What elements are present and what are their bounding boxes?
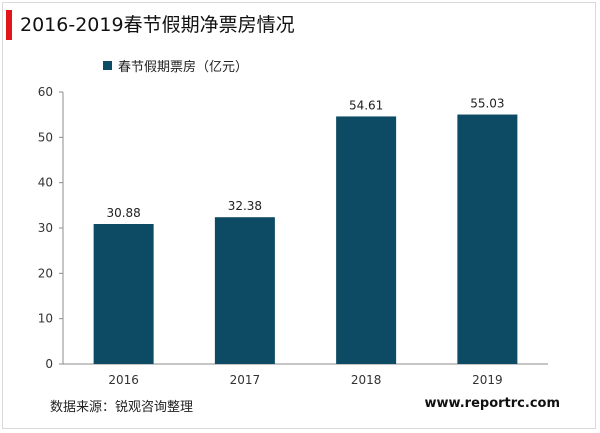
y-tick-label: 20 [38, 266, 53, 280]
legend-swatch [103, 60, 112, 70]
x-tick-label-2018: 2018 [351, 373, 382, 387]
data-label-2018: 54.61 [349, 98, 383, 112]
website-link[interactable]: www.reportrc.com [424, 396, 560, 411]
data-source: 数据来源：锐观咨询整理 [50, 400, 194, 415]
title-accent-bar [6, 10, 12, 40]
x-tick-label-2019: 2019 [472, 373, 503, 387]
y-tick-label: 50 [38, 130, 53, 144]
y-tick-label: 10 [38, 312, 53, 326]
legend-label: 春节假期票房（亿元） [118, 59, 249, 75]
y-tick-label: 60 [38, 85, 53, 99]
x-tick-label-2017: 2017 [230, 373, 261, 387]
data-label-2016: 30.88 [106, 206, 140, 220]
data-label-2019: 55.03 [470, 97, 504, 111]
y-tick-label: 0 [45, 357, 53, 371]
legend: 春节假期票房（亿元） [103, 55, 248, 75]
bar-2016 [93, 224, 154, 364]
bar-2017 [214, 217, 275, 364]
bar-2018 [336, 116, 397, 365]
x-tick-label-2016: 2016 [108, 373, 139, 387]
y-tick-label: 30 [38, 221, 53, 235]
bar-2019 [457, 114, 518, 364]
y-tick-label: 40 [38, 176, 53, 190]
data-label-2017: 32.38 [228, 199, 262, 213]
chart-title: 2016-2019春节假期净票房情况 [20, 14, 295, 36]
